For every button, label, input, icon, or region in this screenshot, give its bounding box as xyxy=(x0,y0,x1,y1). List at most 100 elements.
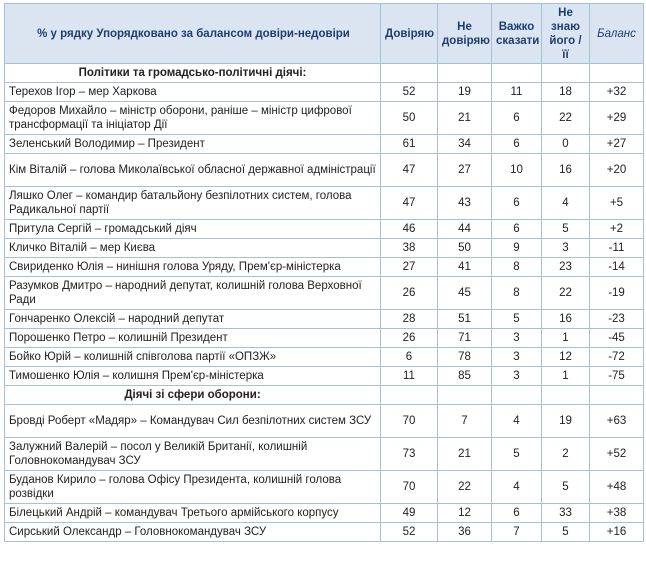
balance-cell: +20 xyxy=(589,153,644,187)
dont-know-cell: 0 xyxy=(541,134,590,154)
person-name-cell: Тимошенко Юлія – колишня Прем'єр-міністе… xyxy=(4,366,381,386)
balance-cell: +63 xyxy=(589,404,644,438)
person-name-cell: Терехов Ігор – мер Харкова xyxy=(4,82,381,102)
table-row: Кличко Віталій – мер Києва 38 50 9 3 -11 xyxy=(4,238,644,258)
empty-cell xyxy=(437,63,492,83)
balance-cell: +38 xyxy=(589,503,644,523)
hard-to-say-cell: 6 xyxy=(491,186,542,220)
trust-cell: 26 xyxy=(380,276,438,310)
balance-cell: -14 xyxy=(589,257,644,277)
dont-know-cell: 33 xyxy=(541,503,590,523)
table-row: Бровді Роберт «Мадяр» – Командувач Сил б… xyxy=(4,404,644,438)
distrust-cell: 45 xyxy=(437,276,492,310)
header-distrust: Не довіряю xyxy=(437,3,492,64)
person-name-cell: Білецький Андрій – командувач Третього а… xyxy=(4,503,381,523)
section-row: Політики та громадсько-політичні діячі: xyxy=(4,63,644,83)
person-name-cell: Свириденко Юлія – нинішня голова Уряду, … xyxy=(4,257,381,277)
trust-cell: 47 xyxy=(380,153,438,187)
distrust-cell: 21 xyxy=(437,101,492,135)
table-row: Зеленський Володимир – Президент 61 34 6 0 +2… xyxy=(4,134,644,154)
person-name-cell: Бойко Юрій – колишній співголова партії … xyxy=(4,347,381,367)
header-dont-know: Не знаю його / її xyxy=(541,3,590,64)
table-row: Федоров Михайло – міністр оборони, раніш… xyxy=(4,101,644,135)
table-row: Порошенко Петро – колишній Президент 26 71… xyxy=(4,328,644,348)
dont-know-cell: 5 xyxy=(541,470,590,504)
section-title: Діячі зі сфери оборони: xyxy=(4,385,381,405)
dont-know-cell: 5 xyxy=(541,219,590,239)
person-name-cell: Ляшко Олег – командир батальйону безпіло… xyxy=(4,186,381,220)
trust-cell: 49 xyxy=(380,503,438,523)
empty-cell xyxy=(541,63,590,83)
table-row: Ляшко Олег – командир батальйону безпіло… xyxy=(4,186,644,220)
hard-to-say-cell: 8 xyxy=(491,257,542,277)
distrust-cell: 21 xyxy=(437,437,492,471)
hard-to-say-cell: 5 xyxy=(491,309,542,329)
empty-cell xyxy=(491,63,542,83)
trust-cell: 61 xyxy=(380,134,438,154)
distrust-cell: 27 xyxy=(437,153,492,187)
balance-cell: -11 xyxy=(589,238,644,258)
table-row: Білецький Андрій – командувач Третього а… xyxy=(4,503,644,523)
header-description: % у рядку Упорядковано за балансом довір… xyxy=(4,3,381,64)
balance-cell: -75 xyxy=(589,366,644,386)
hard-to-say-cell: 4 xyxy=(491,404,542,438)
distrust-cell: 7 xyxy=(437,404,492,438)
balance-cell: -72 xyxy=(589,347,644,367)
hard-to-say-cell: 6 xyxy=(491,219,542,239)
balance-cell: +2 xyxy=(589,219,644,239)
dont-know-cell: 22 xyxy=(541,101,590,135)
hard-to-say-cell: 3 xyxy=(491,347,542,367)
distrust-cell: 34 xyxy=(437,134,492,154)
table-row: Залужний Валерій – посол у Великій Брита… xyxy=(4,437,644,471)
hard-to-say-cell: 6 xyxy=(491,134,542,154)
distrust-cell: 19 xyxy=(437,82,492,102)
dont-know-cell: 1 xyxy=(541,328,590,348)
empty-cell xyxy=(541,385,590,405)
person-name-cell: Буданов Кирило – голова Офісу Президента… xyxy=(4,470,381,504)
header-row: % у рядку Упорядковано за балансом довір… xyxy=(4,3,644,64)
balance-cell: -45 xyxy=(589,328,644,348)
table-row: Притула Сергій – громадський діяч 46 44 6 5 +… xyxy=(4,219,644,239)
table-row: Терехов Ігор – мер Харкова 52 19 11 18 +32 xyxy=(4,82,644,102)
table-row: Разумков Дмитро – народний депутат, коли… xyxy=(4,276,644,310)
table-row: Гончаренко Олексій – народний депутат 28 5… xyxy=(4,309,644,329)
empty-cell xyxy=(589,385,644,405)
dont-know-cell: 22 xyxy=(541,276,590,310)
dont-know-cell: 16 xyxy=(541,309,590,329)
trust-cell: 46 xyxy=(380,219,438,239)
dont-know-cell: 12 xyxy=(541,347,590,367)
empty-cell xyxy=(380,63,438,83)
person-name-cell: Сирський Олександр – Головнокомандувач З… xyxy=(4,522,381,542)
person-name-cell: Залужний Валерій – посол у Великій Брита… xyxy=(4,437,381,471)
trust-cell: 47 xyxy=(380,186,438,220)
dont-know-cell: 5 xyxy=(541,522,590,542)
trust-cell: 27 xyxy=(380,257,438,277)
distrust-cell: 41 xyxy=(437,257,492,277)
distrust-cell: 78 xyxy=(437,347,492,367)
distrust-cell: 50 xyxy=(437,238,492,258)
trust-table: % у рядку Упорядковано за балансом довір… xyxy=(4,3,644,542)
trust-cell: 11 xyxy=(380,366,438,386)
header-balance: Баланс xyxy=(589,3,644,64)
hard-to-say-cell: 7 xyxy=(491,522,542,542)
header-hard-to-say: Важко сказати xyxy=(491,3,542,64)
table-row: Сирський Олександр – Головнокомандувач З… xyxy=(4,522,644,542)
hard-to-say-cell: 8 xyxy=(491,276,542,310)
person-name-cell: Порошенко Петро – колишній Президент xyxy=(4,328,381,348)
empty-cell xyxy=(589,63,644,83)
person-name-cell: Кім Віталій – голова Миколаївської облас… xyxy=(4,153,381,187)
person-name-cell: Притула Сергій – громадський діяч xyxy=(4,219,381,239)
trust-cell: 28 xyxy=(380,309,438,329)
balance-cell: +5 xyxy=(589,186,644,220)
person-name-cell: Гончаренко Олексій – народний депутат xyxy=(4,309,381,329)
hard-to-say-cell: 6 xyxy=(491,101,542,135)
trust-cell: 52 xyxy=(380,82,438,102)
dont-know-cell: 19 xyxy=(541,404,590,438)
dont-know-cell: 1 xyxy=(541,366,590,386)
trust-cell: 73 xyxy=(380,437,438,471)
person-name-cell: Бровді Роберт «Мадяр» – Командувач Сил б… xyxy=(4,404,381,438)
trust-cell: 70 xyxy=(380,470,438,504)
distrust-cell: 51 xyxy=(437,309,492,329)
hard-to-say-cell: 6 xyxy=(491,503,542,523)
distrust-cell: 44 xyxy=(437,219,492,239)
